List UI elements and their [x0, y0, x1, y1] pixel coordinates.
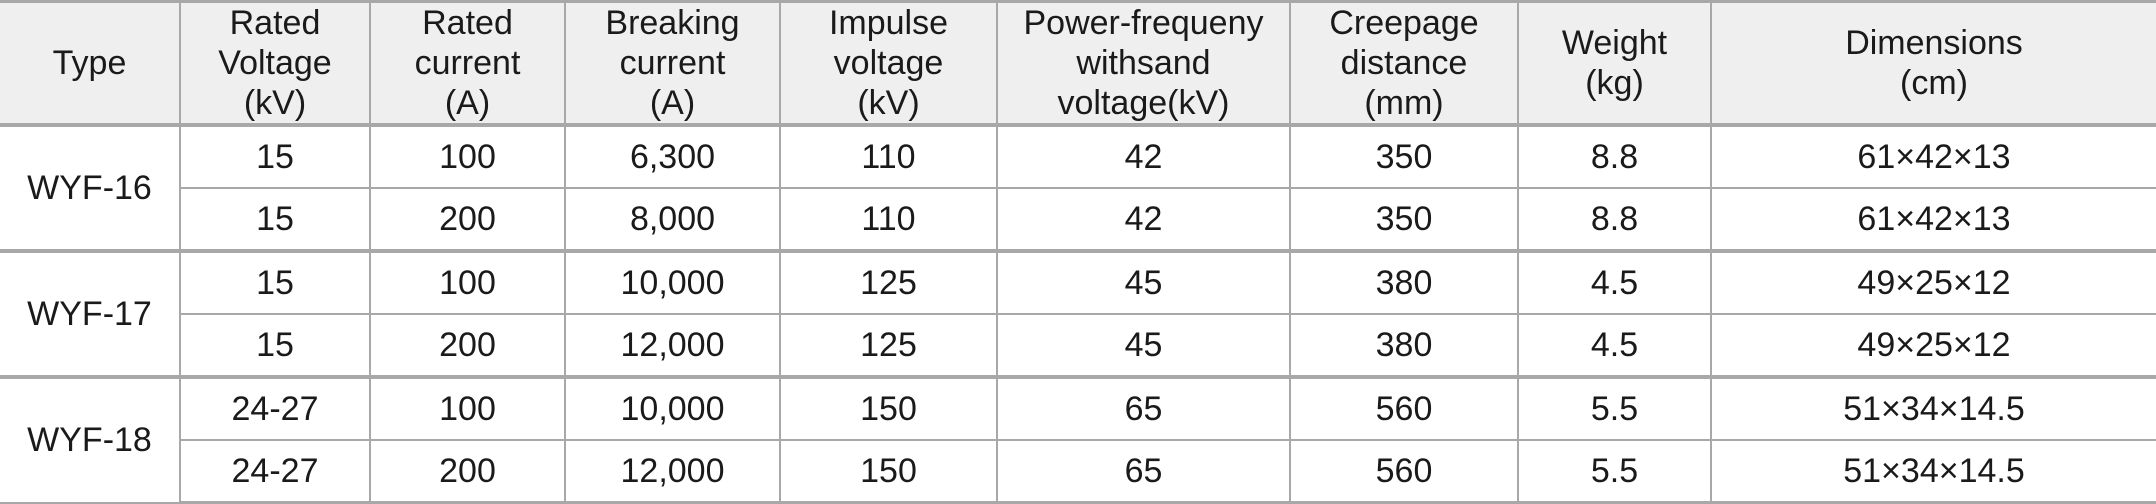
data-cell: 110 — [779, 123, 998, 189]
data-cell: 42 — [996, 123, 1291, 189]
data-cell: 5.5 — [1517, 439, 1712, 504]
data-cell: 65 — [996, 375, 1291, 441]
header-cell: Power-frequeny withsand voltage(kV) — [996, 0, 1291, 127]
data-cell: 15 — [180, 313, 371, 378]
data-cell: 6,300 — [564, 123, 781, 189]
data-cell: 100 — [369, 123, 566, 189]
header-cell: Impulse voltage (kV) — [779, 0, 998, 127]
header-line: Rated — [422, 4, 513, 42]
data-cell: 12,000 — [564, 439, 781, 504]
data-cell: 350 — [1289, 187, 1519, 252]
data-cell: 350 — [1289, 123, 1519, 189]
header-line: Impulse — [828, 4, 949, 42]
header-cell: Weight (kg) — [1517, 0, 1712, 127]
header-line: (mm) — [1364, 84, 1444, 122]
data-cell: 42 — [996, 187, 1291, 252]
header-line: Type — [52, 44, 127, 82]
data-cell: 8,000 — [564, 187, 781, 252]
header-cell: Rated Voltage (kV) — [179, 0, 371, 127]
data-cell: 5.5 — [1517, 375, 1712, 441]
data-cell: 100 — [369, 375, 566, 441]
data-row: WYF-18 24-27 100 10,000 150 65 560 5.5 51×34×14.… — [0, 375, 2156, 504]
data-cell: 51×34×14.5 — [1710, 439, 2156, 504]
data-row: WYF-17 15 100 10,000 125 45 380 4.5 49×25×12 — [0, 249, 2156, 378]
type-cell: WYF-17 — [0, 249, 181, 378]
data-cell: 15 — [180, 187, 371, 252]
data-cell: 51×34×14.5 — [1710, 375, 2156, 441]
header-line: (kV) — [857, 84, 920, 122]
data-cell: 8.8 — [1517, 187, 1712, 252]
header-line: Power-frequeny — [1023, 4, 1264, 42]
data-cell: 49×25×12 — [1710, 313, 2156, 378]
data-cell: 24-27 — [179, 375, 371, 441]
data-row: WYF-16 15 100 6,300 110 42 350 8.8 61×42×13 — [0, 123, 2156, 252]
header-cell: Breaking current (A) — [564, 0, 781, 127]
data-cell: 110 — [779, 187, 998, 252]
data-cell: 560 — [1289, 375, 1519, 441]
header-cell: Type — [0, 0, 181, 127]
data-cell: 49×25×12 — [1710, 249, 2156, 315]
header-line: Rated — [229, 4, 321, 42]
header-line: current — [619, 44, 726, 82]
header-line: (cm) — [1900, 64, 1968, 102]
data-cell: 12,000 — [564, 313, 781, 378]
data-cell: 125 — [779, 249, 998, 315]
data-cell: 560 — [1289, 439, 1519, 504]
header-line: Creepage — [1329, 4, 1479, 42]
header-line: voltage — [833, 44, 944, 82]
data-cell: 15 — [179, 249, 371, 315]
header-line: current — [414, 44, 521, 82]
header-cell: Creepage distance (mm) — [1289, 0, 1519, 127]
data-cell: 45 — [996, 249, 1291, 315]
data-cell: 150 — [779, 439, 998, 504]
data-cell: 10,000 — [564, 249, 781, 315]
data-cell: 380 — [1289, 313, 1519, 378]
header-line: Breaking — [605, 4, 740, 42]
table-header: Type Rated Voltage (kV) Rated current (A) Break… — [0, 0, 2156, 127]
data-cell: 200 — [369, 187, 566, 252]
data-cell: 200 — [369, 313, 566, 378]
header-line: Dimensions — [1845, 24, 2023, 62]
header-line: (A) — [649, 84, 696, 122]
type-cell: WYF-18 — [0, 375, 181, 504]
data-row: 15 200 12,000 125 45 380 4.5 49×25×12 — [0, 313, 2156, 378]
table-body: WYF-16 15 100 6,300 110 42 350 8.8 61×42×13 15 200… — [0, 123, 2156, 504]
data-cell: 200 — [369, 439, 566, 504]
header-line: voltage(kV) — [1057, 84, 1230, 122]
header-line: Weight — [1561, 24, 1668, 62]
data-cell: 100 — [369, 249, 566, 315]
data-row: 24-27 200 12,000 150 65 560 5.5 51×34×14.5 — [0, 439, 2156, 504]
header-line: distance — [1340, 44, 1468, 82]
header-line: (kg) — [1585, 64, 1644, 102]
type-cell: WYF-16 — [0, 123, 181, 252]
header-cell: Dimensions (cm) — [1710, 0, 2156, 127]
data-cell: 61×42×13 — [1710, 187, 2156, 252]
data-cell: 380 — [1289, 249, 1519, 315]
header-line: (A) — [444, 84, 491, 122]
header-line: Voltage — [218, 44, 332, 82]
header-row: Type Rated Voltage (kV) Rated current (A) Break… — [0, 0, 2156, 127]
data-cell: 65 — [996, 439, 1291, 504]
data-cell: 10,000 — [564, 375, 781, 441]
data-cell: 15 — [179, 123, 371, 189]
data-cell: 125 — [779, 313, 998, 378]
data-cell: 4.5 — [1517, 249, 1712, 315]
data-cell: 150 — [779, 375, 998, 441]
header-cell: Rated current (A) — [369, 0, 566, 127]
data-cell: 45 — [996, 313, 1291, 378]
data-row: 15 200 8,000 110 42 350 8.8 61×42×13 — [0, 187, 2156, 252]
data-cell: 8.8 — [1517, 123, 1712, 189]
header-line: withsand — [1076, 44, 1211, 82]
data-cell: 61×42×13 — [1710, 123, 2156, 189]
header-line: (kV) — [243, 84, 307, 122]
data-cell: 24-27 — [180, 439, 371, 504]
data-cell: 4.5 — [1517, 313, 1712, 378]
